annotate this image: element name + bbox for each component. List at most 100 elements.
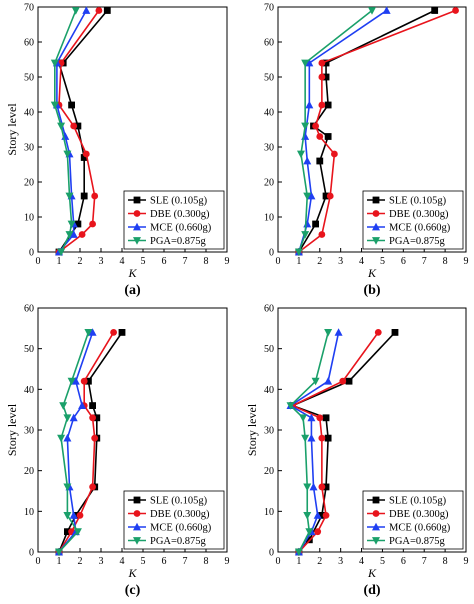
series-pga	[286, 329, 333, 557]
data-point	[78, 401, 87, 409]
y-tick-label: 20	[24, 466, 34, 477]
y-tick-label: 10	[24, 213, 34, 224]
y-tick-label: 70	[264, 3, 274, 14]
data-point	[63, 512, 72, 520]
legend-entry: MCE (0.660g)	[389, 223, 451, 234]
data-point	[69, 511, 78, 519]
data-point	[89, 414, 96, 422]
data-point	[67, 377, 76, 386]
y-tick-label: 30	[24, 426, 34, 437]
legend-marker	[133, 196, 141, 204]
data-point	[80, 154, 88, 161]
data-point	[65, 192, 74, 201]
legend-entry: MCE (0.660g)	[150, 223, 212, 234]
data-point	[303, 156, 312, 165]
y-tick-label: 0	[29, 548, 34, 559]
legend-marker	[372, 537, 380, 545]
data-point	[110, 329, 117, 336]
data-point	[294, 548, 303, 557]
data-point	[71, 7, 80, 15]
y-tick-label: 0	[269, 548, 274, 559]
data-point	[55, 548, 63, 557]
x-tick-label: 3	[99, 556, 104, 567]
data-point	[326, 192, 334, 200]
data-point	[324, 101, 332, 109]
data-point	[57, 434, 66, 443]
y-tick-label: 60	[264, 38, 274, 49]
y-tick-label: 40	[264, 385, 274, 396]
data-point	[67, 220, 76, 229]
data-point	[93, 414, 101, 422]
legend-marker	[372, 237, 380, 245]
data-point	[312, 220, 319, 228]
data-point	[303, 512, 312, 520]
data-point	[305, 100, 314, 109]
data-point	[57, 122, 66, 131]
x-axis-label: K	[367, 566, 377, 580]
data-point	[339, 377, 347, 385]
series-mce	[286, 328, 343, 556]
y-tick-label: 40	[264, 108, 274, 119]
data-point	[334, 328, 343, 336]
x-tick-label: 3	[338, 256, 343, 267]
data-point	[65, 231, 74, 239]
legend: SLE (0.105g) DBE (0.300g) MCE (0.660g) PGA=…	[123, 490, 225, 550]
legend-marker	[133, 496, 141, 504]
series-pga	[50, 7, 80, 257]
x-tick-label: 9	[225, 556, 230, 567]
legend: SLE (0.105g) DBE (0.300g) MCE (0.660g) PGA=…	[362, 190, 464, 250]
data-point	[91, 434, 99, 442]
data-point	[305, 58, 314, 67]
data-point	[73, 528, 82, 536]
data-point	[318, 73, 326, 81]
panel-label: (a)	[124, 283, 141, 298]
data-point	[57, 248, 66, 257]
chart-panel-3: 0 1 2 3 4 5 6 7 8 9 0 10 20 30 40 50 60 K Story level (c) SL…	[5, 304, 230, 599]
data-point	[71, 377, 80, 385]
legend-entry: DBE (0.300g)	[150, 209, 210, 220]
legend-marker	[372, 222, 380, 231]
legend: SLE (0.105g) DBE (0.300g) MCE (0.660g) PGA=…	[123, 190, 225, 250]
data-point	[69, 230, 78, 238]
data-point	[76, 512, 84, 519]
legend-entry: MCE (0.660g)	[150, 523, 212, 534]
data-point	[74, 220, 82, 228]
y-tick-label: 70	[24, 3, 34, 14]
y-tick-label: 60	[24, 304, 34, 315]
y-tick-label: 10	[264, 507, 274, 518]
x-tick-label: 8	[204, 556, 209, 567]
legend-marker	[133, 210, 141, 217]
data-point	[318, 231, 326, 238]
data-point	[303, 219, 312, 228]
data-point	[68, 101, 75, 109]
x-tick-label: 3	[99, 256, 104, 267]
y-tick-label: 10	[24, 507, 34, 518]
chart-panel-2: 0 1 2 3 4 5 6 7 8 9 0 10 20 30 40 50 60 70 K (b) SLE (0.105g…	[264, 3, 469, 299]
data-point	[368, 7, 376, 15]
legend-marker	[372, 496, 380, 504]
data-point	[311, 377, 320, 386]
x-tick-label: 6	[401, 556, 406, 567]
data-point	[316, 414, 324, 422]
series-dbe	[289, 329, 382, 556]
data-point	[318, 512, 326, 519]
data-point	[63, 433, 72, 442]
data-point	[70, 122, 78, 130]
chart-panel-4: 0 1 2 3 4 5 6 7 8 9 0 10 20 30 40 50 60 K Story level (d) SL…	[245, 304, 469, 599]
data-point	[322, 73, 330, 81]
x-tick-label: 3	[338, 556, 343, 567]
data-point	[50, 101, 59, 110]
y-tick-label: 20	[264, 466, 274, 477]
plot-area	[277, 6, 467, 253]
data-point	[69, 413, 78, 422]
legend-marker	[372, 510, 380, 517]
y-tick-label: 20	[264, 178, 274, 189]
data-point	[324, 133, 332, 140]
data-point	[89, 220, 96, 228]
series-line	[298, 9, 388, 253]
data-point	[91, 192, 99, 200]
y-tick-label: 50	[24, 344, 34, 355]
x-tick-label: 7	[422, 256, 427, 267]
y-tick-label: 50	[264, 344, 274, 355]
